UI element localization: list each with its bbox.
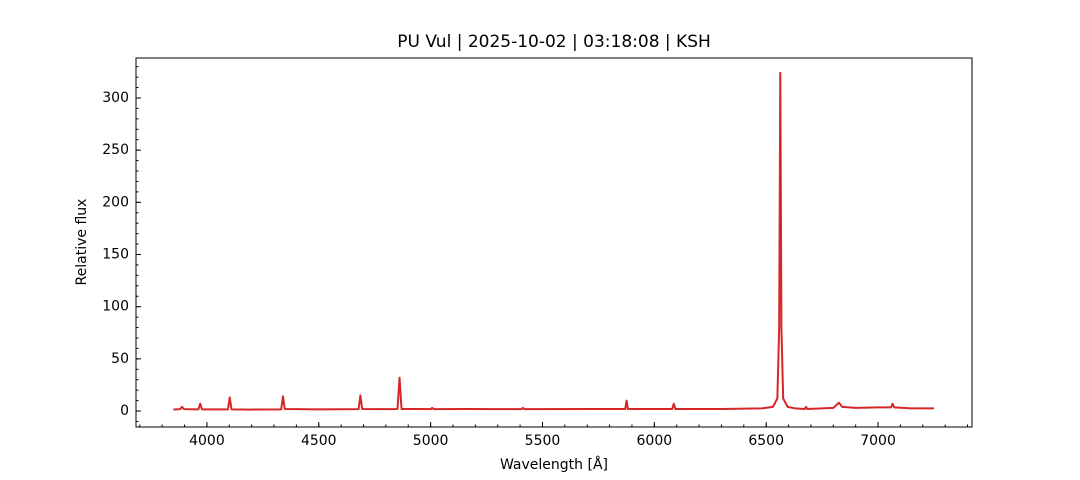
y-tick-label: 0: [120, 403, 129, 419]
plot-frame: [135, 57, 973, 428]
x-tick-label: 5500: [525, 433, 561, 449]
x-tick-label: 5000: [413, 433, 449, 449]
y-tick-label: 300: [102, 90, 129, 106]
y-axis-label: Relative flux: [74, 199, 90, 286]
y-tick-label: 150: [102, 247, 129, 263]
chart-title: PU Vul | 2025-10-02 | 03:18:08 | KSH: [397, 32, 711, 52]
x-tick-label: 6000: [637, 433, 673, 449]
y-tick-label: 50: [111, 351, 129, 367]
y-tick-label: 250: [102, 142, 129, 158]
x-tick-label: 7000: [860, 433, 896, 449]
x-tick-label: 4500: [301, 433, 337, 449]
x-axis-label: Wavelength [Å]: [500, 456, 608, 473]
x-tick-label: 6500: [748, 433, 784, 449]
spectrum-line: [173, 71, 934, 411]
y-tick-label: 200: [102, 194, 129, 210]
y-tick-label: 100: [102, 299, 129, 315]
x-tick-label: 4000: [189, 433, 225, 449]
